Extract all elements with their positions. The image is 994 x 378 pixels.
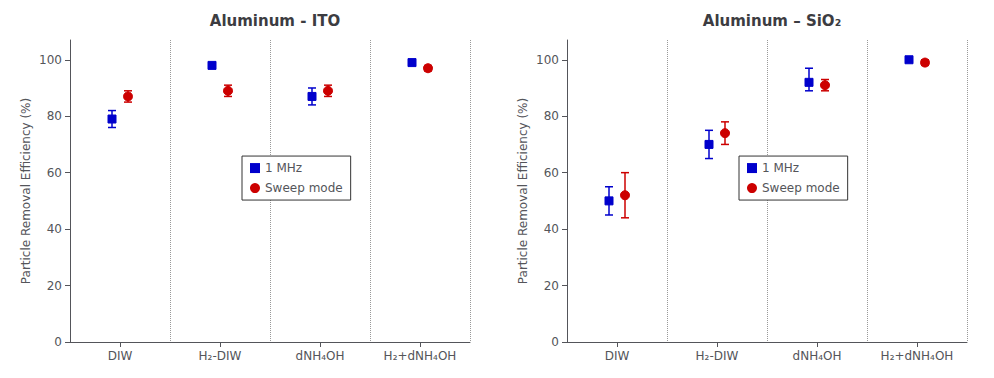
svg-text:60: 60 <box>544 166 559 180</box>
svg-text:dNH₄OH: dNH₄OH <box>793 349 842 363</box>
svg-text:H₂-DIW: H₂-DIW <box>696 349 739 363</box>
svg-text:60: 60 <box>47 166 62 180</box>
svg-text:100: 100 <box>39 53 62 67</box>
svg-text:80: 80 <box>544 109 559 123</box>
svg-text:DIW: DIW <box>605 349 630 363</box>
svg-text:Sweep mode: Sweep mode <box>762 181 840 195</box>
svg-text:20: 20 <box>47 279 62 293</box>
svg-text:80: 80 <box>47 109 62 123</box>
svg-text:H₂+dNH₄OH: H₂+dNH₄OH <box>881 349 954 363</box>
svg-text:20: 20 <box>544 279 559 293</box>
svg-text:H₂+dNH₄OH: H₂+dNH₄OH <box>384 349 457 363</box>
svg-text:40: 40 <box>47 222 62 236</box>
svg-text:Aluminum – SiO₂: Aluminum – SiO₂ <box>703 12 841 30</box>
svg-text:0: 0 <box>54 335 62 349</box>
svg-text:Sweep mode: Sweep mode <box>265 181 343 195</box>
svg-text:H₂-DIW: H₂-DIW <box>199 349 242 363</box>
svg-text:0: 0 <box>551 335 559 349</box>
svg-text:Particle Removal Efficiency (%: Particle Removal Efficiency (%) <box>19 98 33 284</box>
svg-text:1 MHz: 1 MHz <box>265 161 302 175</box>
svg-text:40: 40 <box>544 222 559 236</box>
svg-text:DIW: DIW <box>108 349 133 363</box>
svg-text:Aluminum - ITO: Aluminum - ITO <box>210 12 340 30</box>
svg-text:dNH₄OH: dNH₄OH <box>296 349 345 363</box>
svg-text:Particle Removal Efficiency (%: Particle Removal Efficiency (%) <box>516 98 530 284</box>
svg-text:100: 100 <box>536 53 559 67</box>
svg-text:1 MHz: 1 MHz <box>762 161 799 175</box>
